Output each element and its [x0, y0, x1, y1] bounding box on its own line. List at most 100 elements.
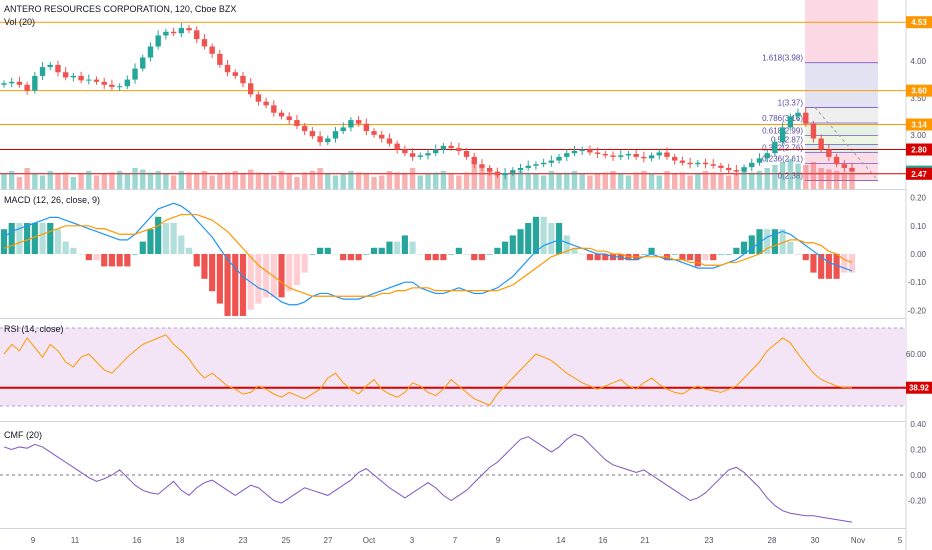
cmf-title[interactable]: CMF (20) [4, 430, 42, 440]
volume-bar [394, 172, 400, 189]
macd-histogram-bar [224, 254, 231, 316]
macd-histogram-bar [471, 254, 478, 261]
volume-bar [124, 174, 131, 189]
volume-bar [109, 172, 115, 189]
macd-histogram-bar [178, 235, 185, 254]
volume-bar [379, 175, 385, 189]
macd-histogram-bar [54, 229, 62, 254]
time-axis[interactable]: 9 11 16 18 23 25 27 Oct 3 7 9 14 16 21 23 28 30 Nov 5 [31, 536, 903, 545]
volume-bar [494, 174, 501, 189]
candle-body [232, 72, 238, 76]
candle-body [93, 79, 100, 82]
candle-body [317, 136, 323, 143]
candle-body [779, 127, 786, 143]
macd-histogram-bar [124, 254, 131, 267]
macd-histogram-bar [347, 254, 354, 261]
macd-histogram-bar [39, 223, 46, 254]
candle-body [695, 162, 701, 165]
candle-body [271, 105, 277, 113]
volume-bar [517, 171, 524, 189]
candle-body [486, 167, 493, 172]
cmf-axis-label: 0.40 [910, 420, 926, 429]
volume-bar [479, 168, 485, 189]
macd-histogram-bar [602, 254, 609, 261]
candle-body [687, 162, 693, 165]
volume-title[interactable]: Vol (20) [4, 17, 35, 27]
volume-bar [779, 162, 786, 189]
candle-body [810, 123, 817, 139]
rsi-badge [906, 381, 932, 394]
candle-body [456, 148, 462, 151]
candle-body [363, 123, 370, 132]
macd-histogram-bar [463, 254, 470, 255]
fib-retracement[interactable]: 1.618(3.98)1(3.37)0.786(3.16)0.618(2.99)… [762, 0, 879, 181]
volume-bar [664, 171, 670, 189]
volume-bar [1, 174, 7, 189]
candle-body [564, 153, 570, 157]
volume-bar [355, 172, 362, 189]
fib-level-label: 0.5(2.87) [771, 135, 803, 144]
macd-histogram-bar [725, 254, 732, 255]
macd-histogram-bar [548, 223, 555, 254]
macd-histogram-bar [293, 254, 301, 285]
macd-histogram-bar [401, 235, 408, 254]
candle-body [379, 134, 385, 139]
candle-body [772, 142, 778, 154]
volume-bar [309, 171, 316, 189]
volume-bar [217, 174, 223, 189]
price-candles [1, 22, 855, 180]
candle-body [186, 28, 192, 31]
volume-bar [425, 174, 431, 189]
volume-bar [440, 171, 447, 189]
candle-body [764, 153, 770, 159]
candle-body [579, 149, 585, 151]
rsi-axis-label: 60.00 [906, 350, 927, 359]
fib-zone [805, 123, 878, 136]
horizontal-lines[interactable] [0, 21, 906, 175]
rsi-title[interactable]: RSI (14, close) [4, 324, 64, 334]
volume-bar [286, 174, 292, 189]
candle-body [648, 155, 655, 159]
volume-bar [787, 159, 794, 189]
volume-bar [201, 171, 208, 189]
candle-body [24, 84, 30, 91]
macd-title[interactable]: MACD (12, 26, close, 9) [4, 195, 100, 205]
price-axis[interactable]: 4.003.503.002.504.533.603.142.802.502.47… [906, 16, 932, 506]
macd-pane [0, 202, 856, 316]
macd-histogram-bar [563, 235, 570, 254]
volume-bar [47, 171, 53, 189]
volume-bar [756, 171, 763, 189]
rsi-pane [0, 327, 906, 407]
candle-body [240, 75, 246, 84]
macd-histogram-bar [702, 254, 709, 261]
volume-bar [602, 172, 609, 189]
cmf-pane [0, 433, 906, 523]
macd-histogram-bar [70, 247, 77, 254]
candle-body [494, 171, 501, 176]
candle-body [671, 156, 678, 161]
fib-zone [805, 163, 878, 181]
price-badge [906, 84, 932, 97]
fib-level-label: 1(3.37) [778, 99, 804, 108]
time-axis-label: 5 [898, 536, 903, 545]
candle-body [718, 165, 724, 168]
macd-histogram-bar [85, 254, 92, 261]
volume-bar [579, 174, 585, 189]
volume-bar [209, 175, 215, 189]
macd-axis-label: -0.20 [908, 306, 927, 315]
macd-histogram-bar [409, 241, 416, 254]
volume-bar [186, 172, 192, 189]
candle-body [417, 155, 423, 157]
volume-bar [363, 174, 370, 189]
macd-histogram-bar [656, 254, 663, 255]
candle-body [525, 165, 531, 168]
macd-histogram-bar [340, 254, 347, 261]
candle-body [340, 127, 346, 132]
volume-bar [764, 168, 770, 189]
candle-body [818, 138, 824, 150]
macd-histogram-bar [0, 229, 8, 254]
volume-bar [702, 171, 709, 189]
symbol-title[interactable]: ANTERO RESOURCES CORPORATION, 120, Cboe … [4, 4, 236, 14]
macd-histogram-bar [779, 229, 786, 254]
